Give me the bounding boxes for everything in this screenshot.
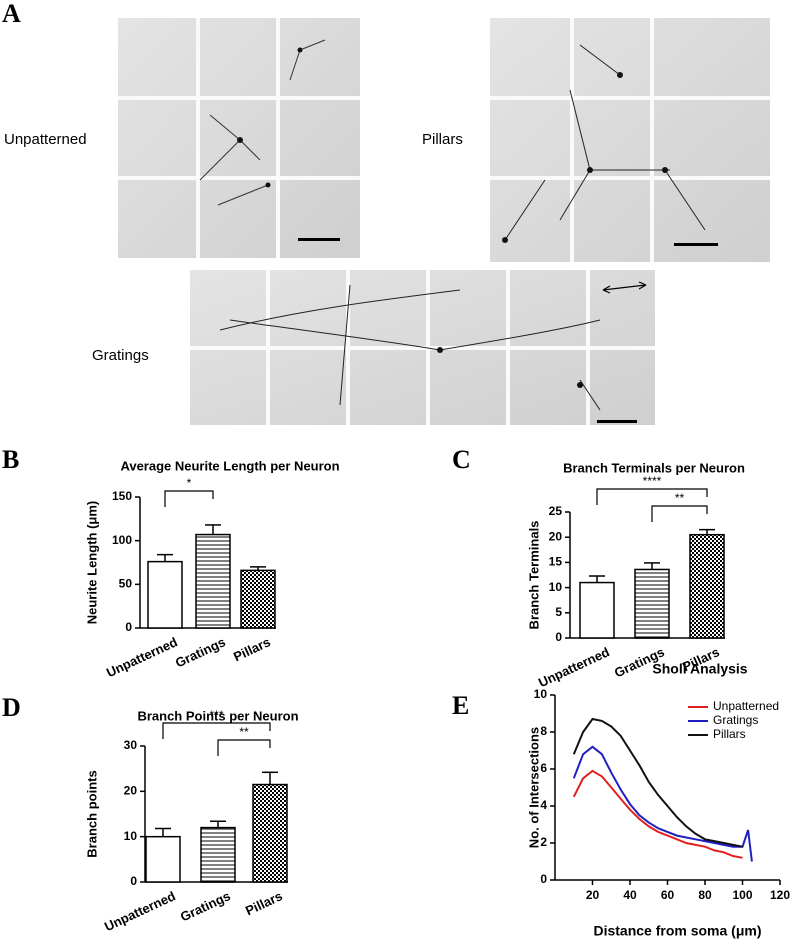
x-tick-label: 100 (732, 888, 752, 902)
significance-label: **** (643, 474, 662, 488)
significance-bracket (164, 490, 214, 507)
significance-label: ** (675, 491, 685, 505)
y-tick-label: 0 (555, 630, 562, 644)
chart-title: Branch Terminals per Neuron (563, 460, 745, 475)
bar (579, 581, 615, 639)
y-tick-label: 15 (549, 555, 563, 569)
x-tick-label: 40 (623, 888, 637, 902)
series-line (572, 717, 743, 848)
y-tick-label: 4 (540, 798, 547, 812)
x-tick-label: 60 (661, 888, 675, 902)
legend-label: Gratings (713, 713, 758, 727)
significance-bracket (596, 488, 708, 505)
x-tick-label: Pillars (231, 634, 273, 664)
y-tick-label: 8 (540, 724, 547, 738)
x-tick-label: Gratings (173, 634, 228, 670)
chart-title: Average Neurite Length per Neuron (120, 458, 339, 473)
significance-bracket (162, 722, 271, 739)
y-tick-label: 0 (125, 620, 132, 634)
y-tick-label: 0 (540, 872, 547, 886)
y-axis-label: No. of Intersections (526, 727, 541, 848)
y-tick-label: 10 (124, 829, 138, 843)
bar (240, 569, 276, 629)
panel-label: C (452, 445, 471, 474)
chart-title: Branch Points per Neuron (137, 708, 298, 723)
x-tick-label: 20 (586, 888, 600, 902)
y-tick-label: 20 (124, 784, 138, 798)
image-label: Gratings (92, 347, 149, 364)
image-label: Unpatterned (4, 131, 87, 148)
panel-label: B (2, 445, 19, 474)
significance-label: *** (209, 708, 223, 722)
y-tick-label: 2 (540, 835, 547, 849)
y-tick-label: 150 (112, 489, 132, 503)
significance-label: ** (239, 725, 249, 739)
bar (195, 533, 231, 629)
image-label: Pillars (422, 131, 463, 148)
y-tick-label: 5 (555, 605, 562, 619)
chart-title: Sholl Analysis (652, 661, 747, 677)
micrograph (118, 18, 360, 258)
y-tick-label: 10 (549, 580, 563, 594)
x-tick-label: 120 (770, 888, 790, 902)
panel-label: A (2, 0, 21, 28)
bar (147, 560, 183, 629)
significance-label: * (187, 476, 192, 490)
legend-label: Unpatterned (713, 699, 779, 713)
y-tick-label: 25 (549, 504, 563, 518)
significance-bracket (651, 505, 708, 522)
bar (252, 783, 288, 883)
x-tick-label: 80 (698, 888, 712, 902)
legend-label: Pillars (713, 727, 746, 741)
y-tick-label: 20 (549, 529, 563, 543)
y-axis-label: Branch Terminals (526, 521, 541, 630)
y-axis-label: Neurite Length (μm) (84, 501, 99, 625)
x-tick-label: Pillars (243, 888, 285, 918)
x-tick-label: Unpatterned (104, 634, 180, 680)
series-line (572, 769, 743, 859)
micrograph (190, 270, 655, 425)
bar (689, 533, 725, 639)
y-tick-label: 0 (130, 874, 137, 888)
y-tick-label: 30 (124, 738, 138, 752)
y-tick-label: 50 (119, 577, 133, 591)
micrograph (490, 18, 770, 262)
bar (145, 835, 181, 883)
x-tick-label: Unpatterned (536, 644, 612, 690)
panel-label: D (2, 693, 21, 722)
y-tick-label: 10 (534, 687, 548, 701)
y-tick-label: 6 (540, 761, 547, 775)
x-tick-label: Unpatterned (102, 888, 178, 934)
x-tick-label: Gratings (178, 888, 233, 924)
y-axis-label: Branch points (84, 770, 99, 857)
panel-label: E (452, 691, 469, 720)
bar (634, 568, 670, 639)
significance-bracket (217, 739, 271, 756)
y-tick-label: 100 (112, 533, 132, 547)
bar (200, 826, 236, 883)
series-line (572, 745, 753, 862)
x-axis-label: Distance from soma (μm) (593, 923, 761, 939)
